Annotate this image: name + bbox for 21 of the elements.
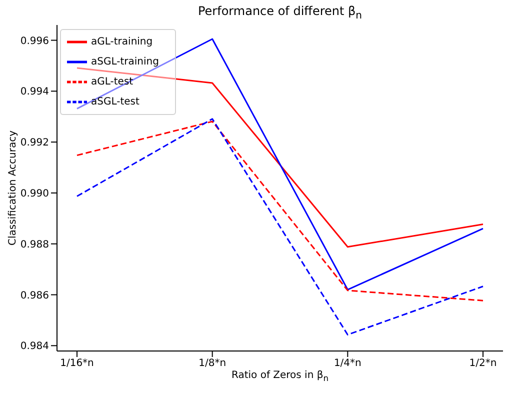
x-tick-label: 1/8*n: [198, 358, 226, 370]
line-series: [76, 67, 484, 248]
y-tick-label: 0.990: [20, 188, 49, 200]
y-tick-label: 0.988: [20, 239, 49, 250]
y-tick-label: 0.984: [20, 341, 49, 352]
legend-label: aSGL-test: [91, 96, 140, 108]
x-tick-label: 1/4*n: [334, 358, 362, 370]
y-tick-label: 0.996: [20, 36, 49, 47]
legend-label: aGL-training: [91, 36, 153, 48]
legend-label: aSGL-training: [91, 56, 159, 68]
line-series: [76, 118, 484, 336]
y-axis-title: Classification Accuracy: [8, 130, 19, 246]
y-tick-label: 0.992: [20, 138, 49, 149]
chart-title: Performance of different β$_{n}$: [196, 4, 364, 22]
y-tick-label: 0.986: [20, 290, 49, 302]
legend-label: aGL-test: [91, 76, 134, 88]
y-tick-label: 0.994: [20, 86, 49, 98]
x-tick-label: 1/16*n: [60, 358, 94, 370]
x-tick-label: 1/2*n: [469, 358, 497, 370]
x-axis-title: Ratio of Zeros in β$_{n}$: [230, 370, 330, 383]
line-series: [76, 120, 484, 302]
